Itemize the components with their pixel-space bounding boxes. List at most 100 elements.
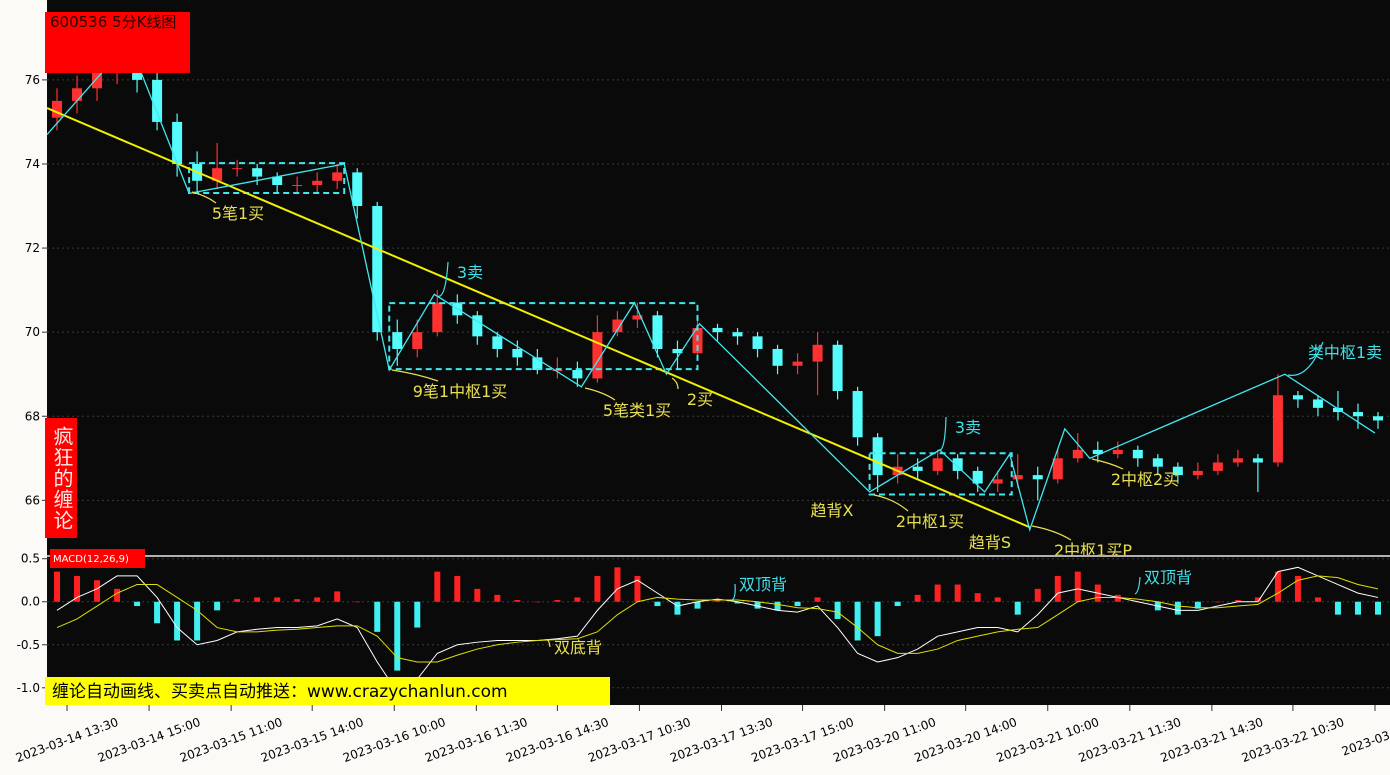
annotation: 2中枢1买P bbox=[1054, 541, 1132, 560]
annotation: 趋背X bbox=[811, 501, 854, 520]
macd-bar bbox=[94, 580, 101, 602]
main-panel bbox=[47, 0, 1390, 555]
y-tick-label: 76 bbox=[25, 73, 40, 87]
macd-bar bbox=[214, 601, 221, 611]
macd-bar bbox=[1234, 600, 1241, 602]
macd-bar bbox=[934, 584, 941, 602]
macd-bar bbox=[314, 597, 321, 602]
macd-bar bbox=[974, 593, 981, 602]
candle-body bbox=[672, 348, 683, 354]
annotation-arrow bbox=[1287, 341, 1324, 376]
candle-body bbox=[1332, 407, 1343, 413]
macd-bar bbox=[614, 567, 621, 602]
candle-body bbox=[252, 168, 263, 177]
macd-bar bbox=[1254, 597, 1261, 602]
macd-bar bbox=[554, 600, 561, 602]
macd-bar bbox=[334, 591, 341, 602]
candle-body bbox=[1272, 395, 1283, 463]
candle-body bbox=[92, 71, 103, 89]
center-box bbox=[188, 162, 346, 194]
annotation-arrow bbox=[1031, 525, 1072, 541]
annotation-arrow bbox=[731, 583, 736, 601]
candle-body bbox=[812, 344, 823, 362]
candle-body bbox=[332, 172, 343, 181]
y-tick-label: 74 bbox=[25, 157, 40, 171]
annotation: 3卖 bbox=[457, 263, 483, 282]
y-tick-label: 0.5 bbox=[21, 552, 40, 566]
candle-body bbox=[712, 327, 723, 333]
macd-bar bbox=[774, 601, 781, 611]
annotation-arrow bbox=[1134, 576, 1141, 595]
macd-bar bbox=[374, 601, 381, 632]
candle-body bbox=[612, 319, 623, 333]
candle-body bbox=[1212, 462, 1223, 471]
y-tick-label: 0.0 bbox=[21, 595, 40, 609]
macd-bar bbox=[994, 597, 1001, 602]
candle-body bbox=[752, 336, 763, 349]
footer: 缠论自动画线、买卖点自动推送：www.crazychanlun.com bbox=[52, 682, 508, 702]
x-tick-label: 2023-03-22 bbox=[1340, 721, 1390, 758]
macd-bar bbox=[1274, 571, 1281, 602]
candle-body bbox=[532, 357, 543, 370]
annotation-arrow bbox=[544, 639, 551, 648]
candle-body bbox=[212, 168, 223, 181]
side-label: 疯狂的缠论 bbox=[45, 418, 77, 538]
macd-bar bbox=[434, 571, 441, 602]
candle-body bbox=[1232, 458, 1243, 463]
macd-bar bbox=[714, 600, 721, 602]
macd-bar bbox=[254, 597, 261, 602]
macd-bar bbox=[594, 575, 601, 602]
candle-body bbox=[792, 361, 803, 366]
macd-line bbox=[56, 566, 1379, 693]
macd-bar bbox=[134, 601, 141, 607]
candle-body bbox=[432, 302, 443, 333]
macd-bar bbox=[834, 601, 841, 619]
candle-body bbox=[1112, 449, 1123, 455]
macd-bar bbox=[1294, 575, 1301, 602]
macd-bar bbox=[794, 601, 801, 607]
candle-body bbox=[652, 315, 663, 349]
macd-bar bbox=[354, 601, 361, 603]
candle-body bbox=[932, 458, 943, 471]
candle-body bbox=[392, 332, 403, 349]
macd-bar bbox=[114, 588, 121, 602]
candle-body bbox=[952, 458, 963, 471]
macd-bar bbox=[534, 601, 541, 603]
macd-bar bbox=[1314, 597, 1321, 602]
macd-bar bbox=[634, 575, 641, 602]
candle-body bbox=[632, 315, 643, 320]
stroke-line bbox=[47, 40, 1376, 532]
candle-body bbox=[152, 79, 163, 122]
candle-body bbox=[1072, 449, 1083, 459]
macd-bar bbox=[674, 601, 681, 615]
macd-bar bbox=[874, 601, 881, 637]
annotation-arrow bbox=[937, 416, 947, 451]
macd-bar bbox=[914, 594, 921, 602]
macd-bar bbox=[894, 601, 901, 607]
candle-body bbox=[1092, 449, 1103, 455]
candle-body bbox=[972, 470, 983, 484]
candle-body bbox=[572, 370, 583, 379]
annotation: 2中枢1买 bbox=[896, 512, 964, 531]
macd-bar bbox=[1354, 601, 1361, 615]
macd-bar bbox=[234, 599, 241, 602]
candle-body bbox=[52, 100, 63, 118]
candle-body bbox=[732, 332, 743, 337]
annotation: 2买 bbox=[687, 390, 713, 409]
macd-bar bbox=[814, 597, 821, 602]
candle-body bbox=[1172, 466, 1183, 476]
candle-body bbox=[412, 332, 423, 349]
annotation: 双底背 bbox=[554, 638, 602, 657]
macd-bar bbox=[1214, 601, 1221, 603]
macd-bar bbox=[734, 601, 741, 604]
candle-body bbox=[512, 348, 523, 358]
candle-body bbox=[1312, 399, 1323, 408]
macd-bar bbox=[274, 597, 281, 602]
candle-body bbox=[1192, 470, 1203, 476]
macd-bar bbox=[1374, 601, 1381, 615]
candle-body bbox=[992, 479, 1003, 484]
candle-body bbox=[492, 336, 503, 349]
macd-bar bbox=[194, 601, 201, 641]
candle-body bbox=[1352, 412, 1363, 417]
